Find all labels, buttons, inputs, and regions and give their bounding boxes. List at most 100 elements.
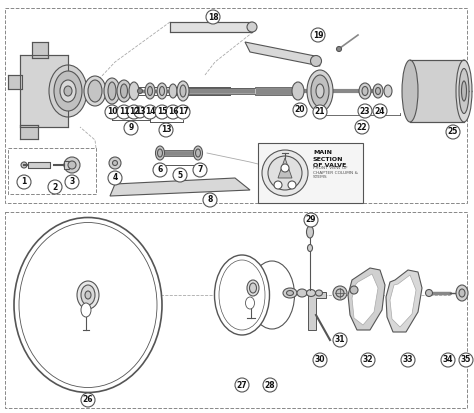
Ellipse shape	[307, 70, 333, 112]
Bar	[20, 125, 38, 139]
Ellipse shape	[384, 85, 392, 97]
Text: 24: 24	[375, 107, 385, 116]
Text: 23: 23	[360, 107, 370, 116]
Ellipse shape	[180, 85, 186, 97]
Ellipse shape	[195, 149, 201, 157]
Text: 11: 11	[119, 107, 129, 116]
Ellipse shape	[336, 289, 344, 297]
Text: 28: 28	[264, 380, 275, 389]
Polygon shape	[386, 270, 422, 332]
Text: 25: 25	[448, 128, 458, 137]
Text: 16: 16	[168, 107, 178, 116]
Text: 26: 26	[83, 396, 93, 404]
Text: 5: 5	[177, 171, 182, 180]
Circle shape	[17, 175, 31, 189]
Ellipse shape	[249, 283, 256, 293]
Ellipse shape	[129, 82, 139, 100]
Polygon shape	[278, 158, 292, 178]
Ellipse shape	[120, 84, 128, 98]
Ellipse shape	[373, 84, 383, 98]
Polygon shape	[110, 178, 250, 196]
Ellipse shape	[288, 181, 296, 189]
Ellipse shape	[159, 86, 164, 95]
Circle shape	[263, 378, 277, 392]
Ellipse shape	[112, 161, 118, 166]
Ellipse shape	[193, 146, 202, 160]
Circle shape	[105, 105, 119, 119]
Ellipse shape	[311, 75, 329, 107]
Text: 32: 32	[363, 356, 373, 365]
Circle shape	[159, 123, 173, 137]
Ellipse shape	[462, 81, 466, 101]
Ellipse shape	[147, 86, 153, 95]
Circle shape	[313, 353, 327, 367]
Text: 22: 22	[357, 123, 367, 131]
Circle shape	[124, 121, 138, 135]
Ellipse shape	[333, 286, 347, 300]
Ellipse shape	[456, 285, 468, 301]
Ellipse shape	[14, 218, 162, 392]
Circle shape	[358, 104, 372, 118]
Text: 19: 19	[313, 31, 323, 40]
Ellipse shape	[21, 162, 27, 168]
Circle shape	[173, 168, 187, 182]
Text: 3: 3	[69, 178, 74, 187]
Text: 33: 33	[403, 356, 413, 365]
Circle shape	[446, 125, 460, 139]
Circle shape	[48, 180, 62, 194]
Ellipse shape	[68, 161, 76, 169]
Ellipse shape	[297, 289, 307, 297]
Circle shape	[81, 393, 95, 407]
Bar	[32, 42, 48, 58]
Ellipse shape	[49, 65, 87, 117]
Circle shape	[401, 353, 415, 367]
Text: 31: 31	[335, 335, 345, 344]
Text: 7: 7	[197, 166, 203, 175]
Text: 12: 12	[129, 107, 139, 116]
Bar	[258, 143, 363, 203]
Circle shape	[441, 353, 455, 367]
Ellipse shape	[456, 60, 472, 122]
Bar	[8, 75, 22, 89]
Text: 10: 10	[107, 107, 117, 116]
Ellipse shape	[337, 47, 341, 52]
Circle shape	[304, 213, 318, 227]
Text: 17: 17	[178, 107, 188, 116]
Text: 9: 9	[128, 123, 134, 133]
Ellipse shape	[108, 82, 116, 100]
Text: 34: 34	[443, 356, 453, 365]
Ellipse shape	[88, 80, 102, 102]
Circle shape	[176, 105, 190, 119]
Ellipse shape	[215, 255, 270, 335]
Ellipse shape	[84, 76, 106, 106]
Ellipse shape	[247, 280, 259, 296]
Ellipse shape	[155, 146, 164, 160]
Ellipse shape	[402, 60, 418, 122]
Ellipse shape	[459, 289, 465, 297]
Ellipse shape	[292, 82, 304, 100]
Circle shape	[361, 353, 375, 367]
Text: 2: 2	[52, 183, 58, 192]
Text: 15: 15	[157, 107, 167, 116]
Text: 14: 14	[145, 107, 155, 116]
Ellipse shape	[274, 181, 282, 189]
Circle shape	[134, 106, 146, 118]
Circle shape	[355, 120, 369, 134]
Circle shape	[117, 105, 131, 119]
Text: 21: 21	[315, 107, 325, 116]
Circle shape	[293, 103, 307, 117]
Ellipse shape	[307, 290, 316, 297]
Ellipse shape	[262, 150, 308, 196]
Circle shape	[108, 171, 122, 185]
Ellipse shape	[157, 149, 163, 157]
Ellipse shape	[310, 55, 321, 66]
Ellipse shape	[54, 71, 82, 111]
Ellipse shape	[177, 81, 189, 101]
Polygon shape	[245, 42, 320, 66]
Circle shape	[193, 163, 207, 177]
Ellipse shape	[85, 291, 91, 299]
Ellipse shape	[307, 226, 313, 238]
Text: FRONT VIEW OF
CHAPTER COLUMN &
STEMS: FRONT VIEW OF CHAPTER COLUMN & STEMS	[313, 166, 358, 179]
Bar	[8, 148, 96, 194]
Ellipse shape	[169, 84, 177, 98]
